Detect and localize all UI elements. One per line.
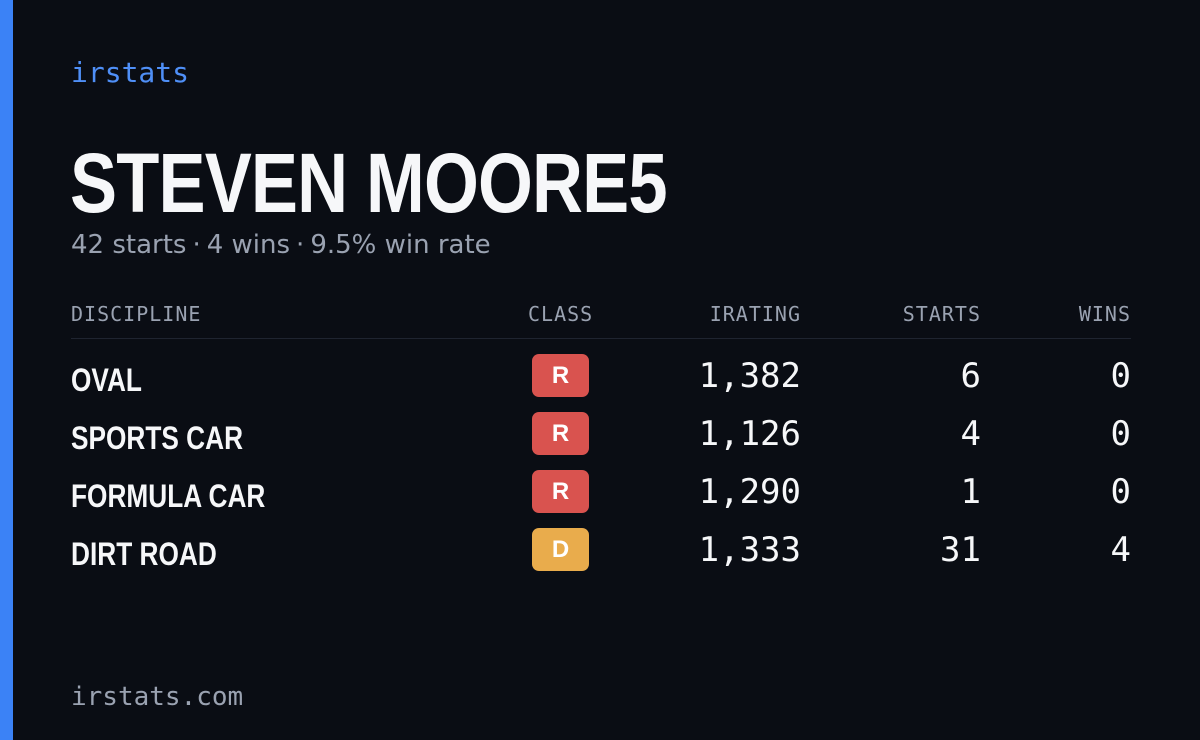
wins-value: 4 — [1110, 530, 1131, 570]
summary-separator: · — [296, 230, 305, 260]
class-badge: R — [532, 412, 589, 455]
discipline-label: OVAL — [71, 362, 142, 398]
header-starts: STARTS — [902, 302, 981, 326]
player-name: STEVEN MOORE5 — [70, 136, 668, 230]
starts-value: 31 — [940, 530, 981, 570]
stats-table-header: DISCIPLINE CLASS IRATING STARTS WINS — [71, 300, 1131, 339]
footer-url: irstats.com — [71, 682, 244, 712]
header-wins: WINS — [1078, 302, 1131, 326]
irating-value: 1,126 — [698, 414, 801, 454]
wins-value: 0 — [1110, 414, 1131, 454]
table-row-formula-car: FORMULA CAR R 1,290 1 0 — [71, 470, 1131, 528]
table-row-oval: OVAL R 1,382 6 0 — [71, 354, 1131, 412]
starts-value: 1 — [960, 472, 981, 512]
summary-wins: 4 wins — [206, 230, 291, 260]
table-row-sports-car: SPORTS CAR R 1,126 4 0 — [71, 412, 1131, 470]
summary-win-rate: 9.5% win rate — [310, 230, 491, 260]
irating-value: 1,290 — [698, 472, 801, 512]
wins-value: 0 — [1110, 472, 1131, 512]
header-discipline: DISCIPLINE — [71, 302, 202, 326]
header-class: CLASS — [528, 302, 594, 326]
player-summary: 42 starts · 4 wins · 9.5% win rate — [71, 228, 491, 262]
header-irating: IRATING — [709, 302, 801, 326]
wins-value: 0 — [1110, 356, 1131, 396]
starts-value: 6 — [960, 356, 981, 396]
irating-value: 1,382 — [698, 356, 801, 396]
brand-logo-text: irstats — [71, 56, 190, 89]
irating-value: 1,333 — [698, 530, 801, 570]
starts-value: 4 — [960, 414, 981, 454]
table-row-dirt-road: DIRT ROAD D 1,333 31 4 — [71, 528, 1131, 586]
class-badge: R — [532, 354, 589, 397]
summary-separator: · — [192, 230, 201, 260]
class-badge: R — [532, 470, 589, 513]
accent-bar — [0, 0, 13, 740]
discipline-label: DIRT ROAD — [71, 536, 217, 572]
discipline-label: SPORTS CAR — [71, 420, 244, 456]
summary-starts: 42 starts — [71, 230, 187, 260]
class-badge: D — [532, 528, 589, 571]
discipline-label: FORMULA CAR — [71, 478, 266, 514]
